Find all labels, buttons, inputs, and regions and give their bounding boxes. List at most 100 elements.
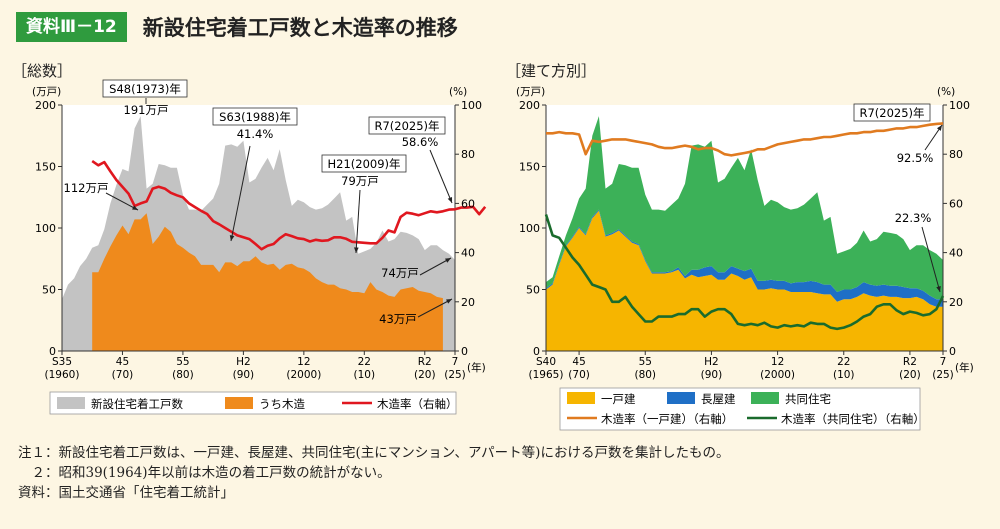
right-panel-title: ［建て方別］ xyxy=(506,62,597,80)
annotation-s48: S48(1973)年 xyxy=(109,82,181,96)
y2-tick-label: 60 xyxy=(949,197,963,210)
y-tick-label: 100 xyxy=(519,222,540,235)
x-tick-label: R2 xyxy=(418,356,432,368)
arrow-s63 xyxy=(230,145,251,242)
y-axis-unit: (万戸) xyxy=(516,86,545,98)
x-tick-sublabel: (90) xyxy=(701,369,723,381)
annotation-191: 191万戸 xyxy=(124,103,169,117)
x-tick-sublabel: (90) xyxy=(233,369,255,381)
legend-label-detached: 一戸建 xyxy=(601,392,636,406)
y2-tick-label: 60 xyxy=(461,197,475,210)
y-tick-label: 50 xyxy=(42,284,56,297)
by-type-chart: 0 50 100 150 200 0 20 40 60 80 100 (万戸) (%) S40(1965)… xyxy=(516,86,974,431)
y2-tick-label: 80 xyxy=(461,148,475,161)
annotation-112: 112万戸 xyxy=(64,181,109,195)
line-wooden-rate-apartment xyxy=(544,214,945,331)
arrow-74-head xyxy=(445,258,451,263)
left-panel-title: ［総数］ xyxy=(12,62,73,80)
x-tick-label: 22 xyxy=(837,356,850,368)
x-tick-label: H2 xyxy=(236,356,251,368)
y2-tick-label: 0 xyxy=(949,345,956,358)
legend-label-rate-detached: 木造率（一戸建）（右軸） xyxy=(601,412,733,426)
legend-label-total: 新設住宅着工戸数 xyxy=(91,397,183,411)
y-tick-label: 150 xyxy=(519,161,540,174)
arrow-22 xyxy=(921,226,941,293)
x-tick-sublabel: (20) xyxy=(899,369,921,381)
x-tick-sublabel: (25) xyxy=(444,369,466,381)
y2-tick-label: 100 xyxy=(461,99,482,112)
legend-swatch-apartment xyxy=(751,392,779,404)
x-tick-sublabel: (80) xyxy=(634,369,656,381)
annotation-43: 43万戸 xyxy=(379,312,417,326)
x-tick-sublabel: (1965) xyxy=(529,369,564,381)
arrow-112 xyxy=(105,192,139,211)
y-tick-label: 200 xyxy=(519,99,540,112)
annotation-s48-box xyxy=(102,79,188,98)
line-wooden-rate-detached xyxy=(546,122,944,157)
legend-label-row: 長屋建 xyxy=(701,392,736,406)
annotation-s63-box xyxy=(212,107,298,126)
annotation-h21-box xyxy=(321,154,407,173)
annotation-r7: R7(2025)年 xyxy=(374,119,439,133)
header: 資料Ⅲ－12 新設住宅着工戸数と木造率の推移 xyxy=(16,12,458,42)
legend-frame-right xyxy=(559,387,921,431)
legend-label-apartment: 共同住宅 xyxy=(785,392,831,406)
annotation-r7-right-box xyxy=(853,103,931,122)
x-tick-sublabel: (1960) xyxy=(45,369,80,381)
figure-number-badge: 資料Ⅲ－12 xyxy=(16,12,127,42)
annotation-r7-box xyxy=(368,116,446,135)
x-tick-sublabel: (2000) xyxy=(286,369,321,381)
arrow-92-head xyxy=(936,125,942,131)
x-tick-sublabel: (80) xyxy=(172,369,194,381)
arrow-43 xyxy=(417,298,453,318)
y-tick-label: 50 xyxy=(526,284,540,297)
x-tick-label: 12 xyxy=(771,356,784,368)
annotation-74: 74万戸 xyxy=(381,266,419,280)
y2-axis-unit: (%) xyxy=(449,86,467,98)
y2-tick-label: 40 xyxy=(949,247,963,260)
arrow-r7-head xyxy=(447,197,453,203)
legend-swatch-total xyxy=(57,397,85,409)
area-detached xyxy=(546,210,943,351)
annotation-h21: H21(2009)年 xyxy=(327,157,400,171)
y2-tick-label: 100 xyxy=(949,99,970,112)
x-tick-label: 22 xyxy=(358,356,371,368)
source-note: 資料：国土交通省「住宅着工統計」 xyxy=(18,485,234,501)
arrow-74 xyxy=(419,257,452,276)
area-apartment xyxy=(546,116,943,300)
note-2: ２：昭和39(1964)年以前は木造の着工戸数の統計がない。 xyxy=(18,465,391,481)
x-tick-sublabel: (10) xyxy=(833,369,855,381)
y-axis-unit: (万戸) xyxy=(32,86,61,98)
legend-label-rate-apartment: 木造率（共同住宅）（右軸） xyxy=(781,412,925,426)
arrow-43-head xyxy=(446,299,452,304)
x-tick-label: 7 xyxy=(452,356,459,368)
y-tick-label: 0 xyxy=(533,345,540,358)
y2-tick-label: 80 xyxy=(949,148,963,161)
notes: 注１：新設住宅着工戸数は、一戸建、長屋建、共同住宅(主にマンション、アパート等)… xyxy=(18,443,729,503)
arrow-112-head xyxy=(132,205,138,210)
note-1: 注１：新設住宅着工戸数は、一戸建、長屋建、共同住宅(主にマンション、アパート等)… xyxy=(18,445,730,461)
x-tick-label: 12 xyxy=(297,356,310,368)
x-tick-label: 55 xyxy=(639,356,652,368)
arrow-h21 xyxy=(355,189,361,254)
arrow-s63-head xyxy=(229,235,235,241)
y2-tick-label: 20 xyxy=(949,296,963,309)
y2-axis-unit: (%) xyxy=(937,86,955,98)
legend-swatch-row xyxy=(667,392,695,404)
y-tick-label: 150 xyxy=(35,161,56,174)
x-tick-sublabel: (2000) xyxy=(760,369,795,381)
arrow-h21-head xyxy=(354,247,359,253)
y-tick-label: 100 xyxy=(35,222,56,235)
area-row-house xyxy=(546,209,943,307)
y2-tick-label: 40 xyxy=(461,247,475,260)
x-tick-label: 45 xyxy=(116,356,129,368)
area-wooden-starts xyxy=(92,213,443,351)
arrow-r7 xyxy=(429,149,453,204)
legend-swatch-detached xyxy=(567,392,595,404)
x-tick-sublabel: (10) xyxy=(354,369,376,381)
x-tick-label: S40 xyxy=(536,356,556,368)
x-axis-unit: (年) xyxy=(467,361,486,374)
annotation-22: 22.3% xyxy=(895,211,932,225)
page-title: 新設住宅着工戸数と木造率の推移 xyxy=(142,16,458,40)
y2-tick-label: 0 xyxy=(461,345,468,358)
